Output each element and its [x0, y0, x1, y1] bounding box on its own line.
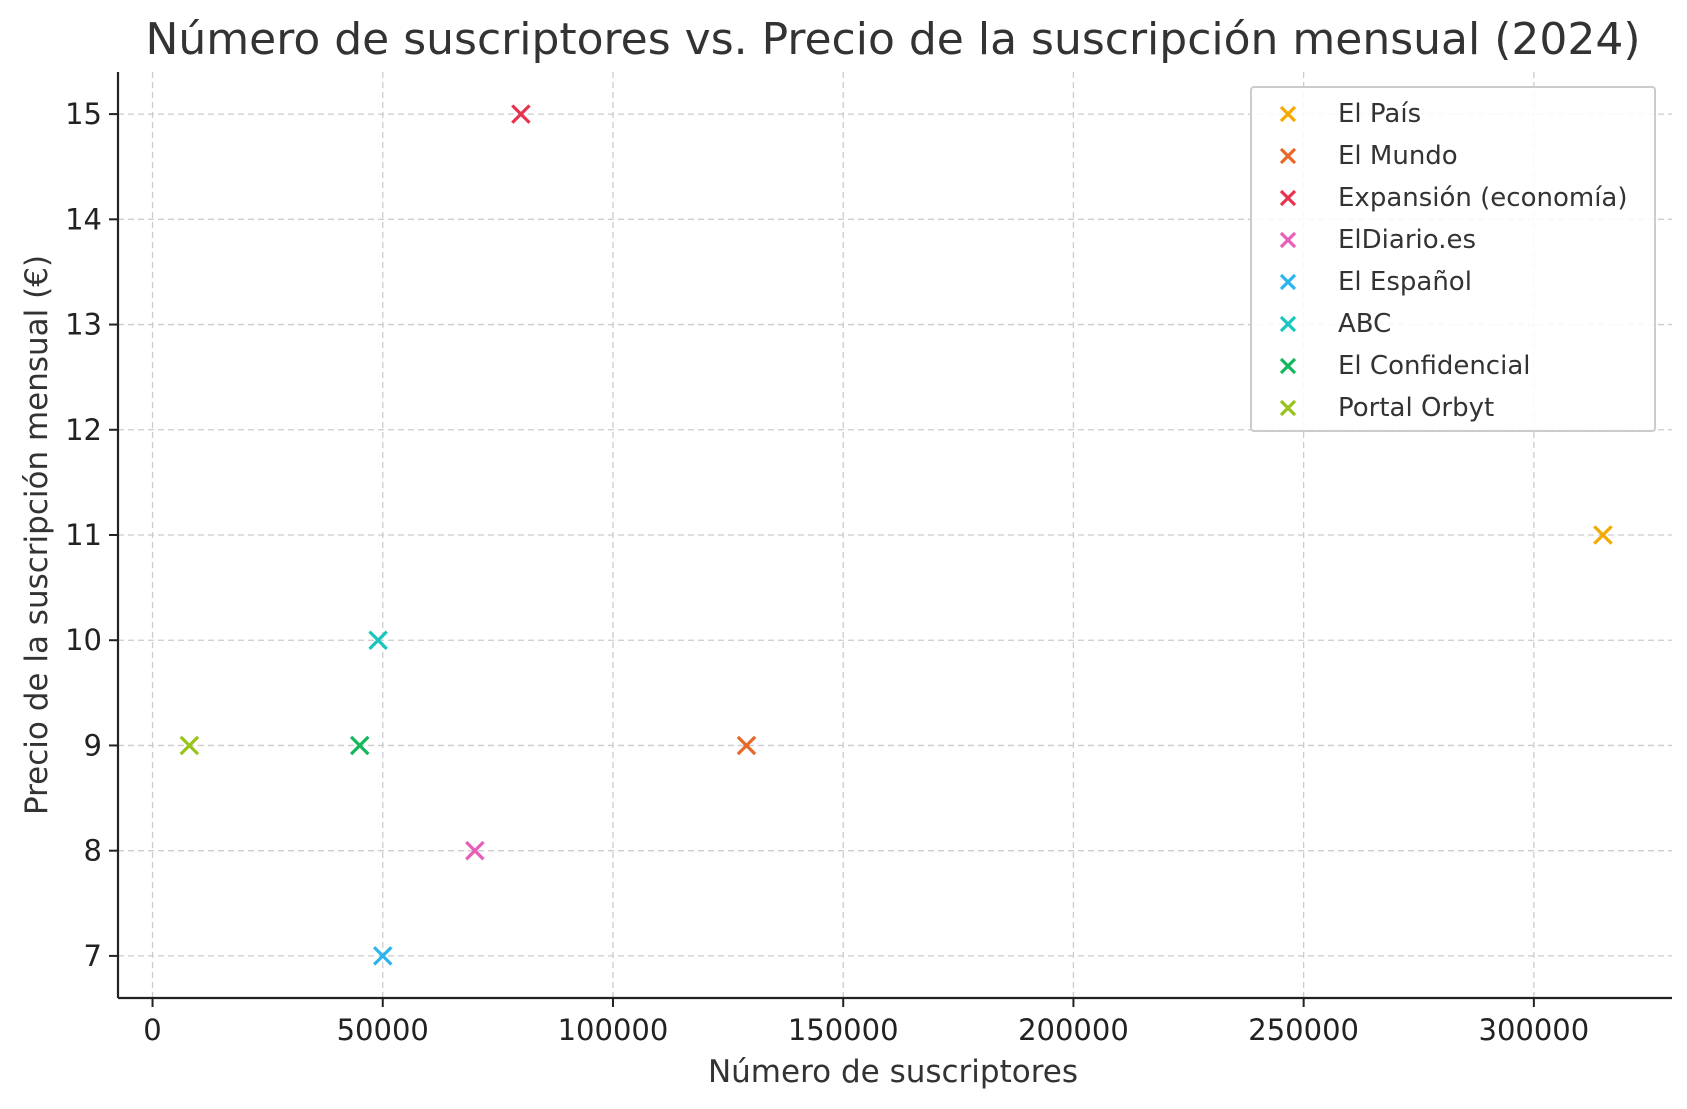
- marker-stroke: [1279, 189, 1297, 207]
- marker-stroke: [368, 630, 388, 650]
- x-tick-label: 100000: [558, 1013, 669, 1047]
- data-point: [368, 630, 388, 650]
- x-tick-label: 50000: [337, 1013, 429, 1047]
- legend-item: ElDiario.es: [1252, 224, 1654, 266]
- legend-marker-icon: [1279, 273, 1297, 291]
- y-tick-label: 11: [65, 518, 102, 552]
- marker-stroke: [1279, 315, 1297, 333]
- ticks-layer: 0 50000 100000 150000 200000 250000 300000 7 8 9 1…: [65, 97, 1589, 1047]
- marker-stroke: [1279, 147, 1297, 165]
- y-tick-label: 9: [84, 728, 102, 762]
- legend-label: Portal Orbyt: [1338, 393, 1495, 423]
- x-axis-label: Número de suscriptores: [708, 1054, 1078, 1090]
- legend-item: El País: [1252, 98, 1654, 140]
- legend-marker-icon: [1279, 147, 1297, 165]
- marker-stroke: [1279, 357, 1297, 375]
- y-tick-label: 10: [65, 623, 102, 657]
- data-point: [1593, 525, 1613, 545]
- legend-label: ElDiario.es: [1338, 225, 1476, 255]
- data-point: [511, 104, 531, 124]
- legend-label: El Confidencial: [1338, 351, 1531, 381]
- y-tick-label: 8: [84, 834, 102, 868]
- legend-marker-icon: [1279, 399, 1297, 417]
- marker-stroke: [736, 735, 757, 756]
- points-layer: [179, 104, 1613, 966]
- x-tick-label: 250000: [1248, 1013, 1359, 1047]
- marker-stroke: [1279, 231, 1297, 249]
- x-tick-label: 0: [143, 1013, 161, 1047]
- y-tick-label: 14: [65, 202, 102, 236]
- marker-stroke: [372, 946, 393, 966]
- legend-label: Expansión (economía): [1338, 183, 1628, 213]
- legend: El País El Mundo Expansión (economía) ElDia…: [1250, 86, 1656, 432]
- x-tick-label: 200000: [1018, 1013, 1129, 1047]
- marker-stroke: [511, 104, 531, 124]
- data-point: [349, 735, 370, 756]
- legend-marker-icon: [1279, 105, 1297, 123]
- marker-stroke: [1593, 525, 1613, 545]
- legend-label: El Mundo: [1338, 141, 1458, 171]
- data-point: [179, 735, 200, 756]
- marker-stroke: [179, 735, 200, 756]
- legend-marker-icon: [1279, 231, 1297, 249]
- legend-item: ABC: [1252, 308, 1654, 350]
- x-tick-label: 300000: [1479, 1013, 1590, 1047]
- y-tick-label: 12: [65, 413, 102, 447]
- data-point: [465, 840, 485, 861]
- marker-stroke: [1279, 273, 1297, 291]
- legend-marker-icon: [1279, 315, 1297, 333]
- x-tick-label: 150000: [788, 1013, 899, 1047]
- y-axis-label: Precio de la suscripción mensual (€): [19, 255, 55, 815]
- y-tick-label: 15: [65, 97, 102, 131]
- marker-stroke: [1279, 399, 1297, 417]
- data-point: [372, 946, 393, 966]
- marker-stroke: [1279, 105, 1297, 123]
- y-tick-label: 13: [65, 308, 102, 342]
- legend-label: ABC: [1338, 309, 1392, 339]
- legend-label: El País: [1338, 99, 1422, 129]
- data-point: [736, 735, 757, 756]
- y-tick-label: 7: [84, 939, 102, 973]
- marker-stroke: [349, 735, 370, 756]
- legend-item: Portal Orbyt: [1252, 392, 1654, 434]
- chart-title: Número de suscriptores vs. Precio de la …: [145, 14, 1640, 65]
- marker-stroke: [465, 840, 485, 861]
- legend-item: Expansión (economía): [1252, 182, 1654, 224]
- legend-item: El Confidencial: [1252, 350, 1654, 392]
- legend-marker-icon: [1279, 357, 1297, 375]
- legend-item: El Mundo: [1252, 140, 1654, 182]
- legend-marker-icon: [1279, 189, 1297, 207]
- legend-label: El Español: [1338, 267, 1472, 297]
- legend-item: El Español: [1252, 266, 1654, 308]
